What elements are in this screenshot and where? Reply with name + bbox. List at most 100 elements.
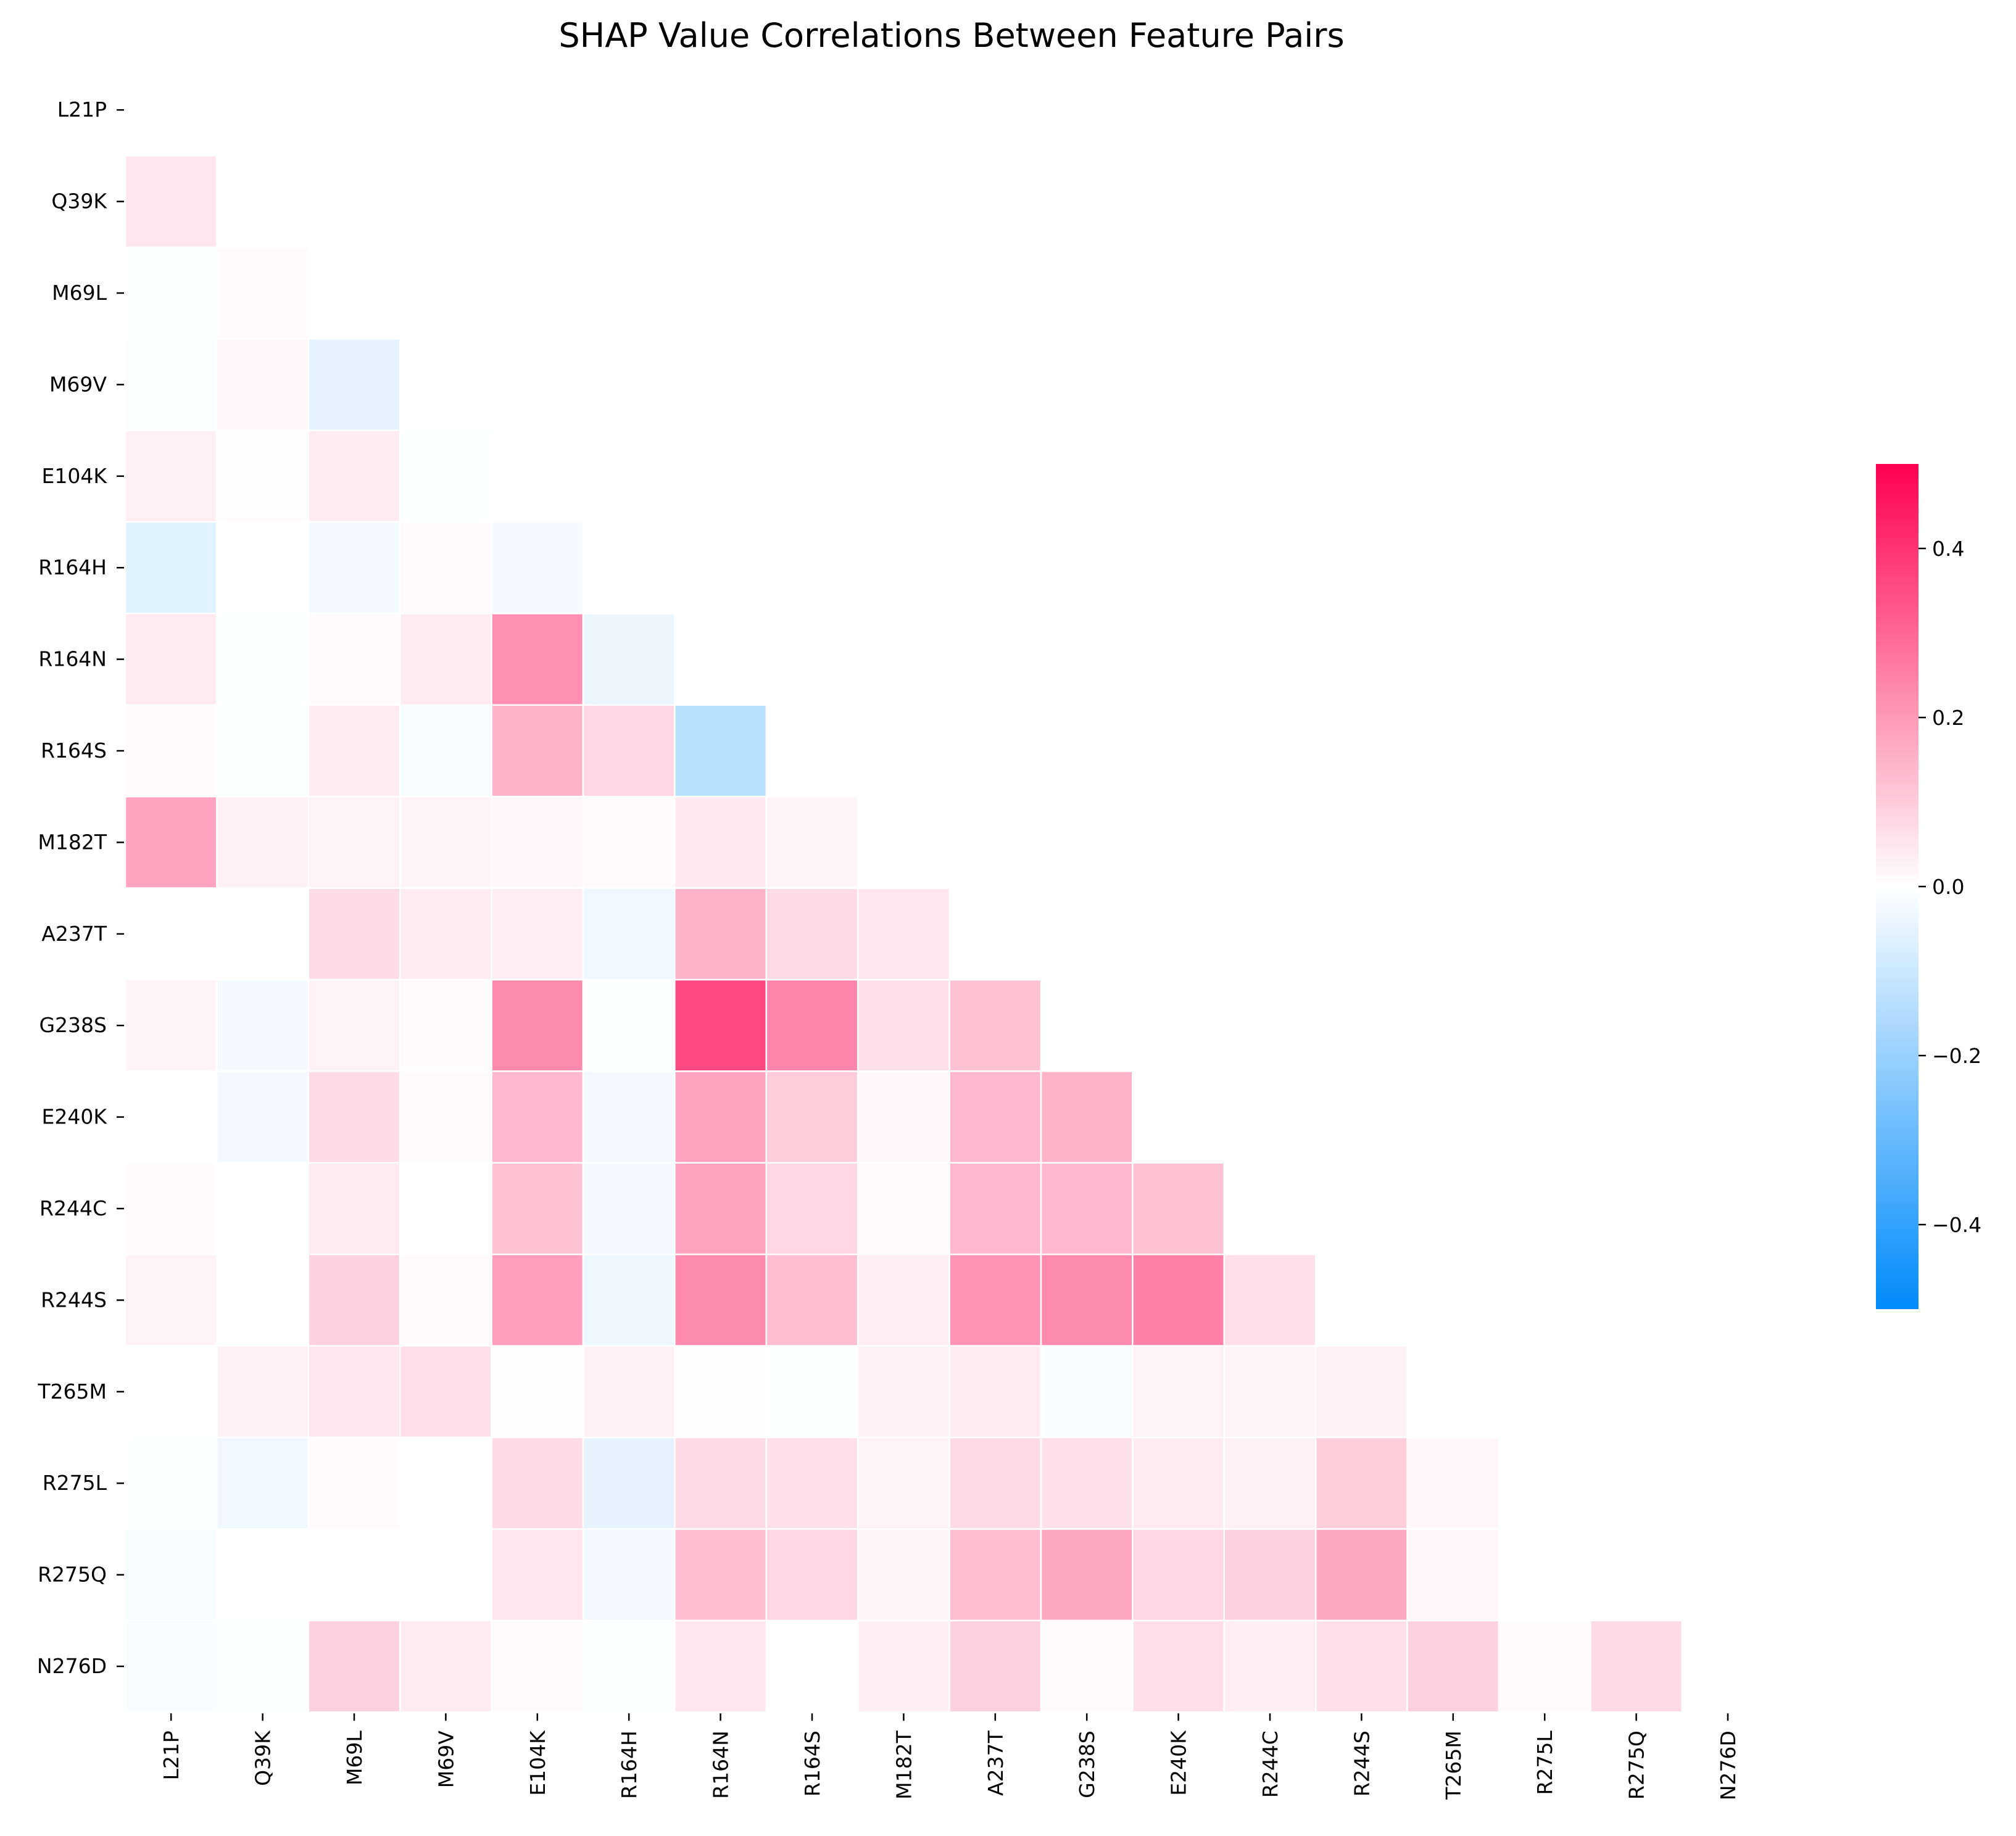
- heatmap-cell-A237T-E104K: [491, 887, 584, 981]
- heatmap-cell-N276D-T265M: [1406, 1619, 1500, 1713]
- heatmap-cell-T265M-M69L: [307, 1345, 401, 1439]
- heatmap-cell-R244S-L21P: [124, 1253, 218, 1347]
- x-tick-label-M69V: M69V: [434, 1731, 458, 1788]
- colorbar-tick-label: −0.2: [1932, 1044, 1981, 1068]
- heatmap-cell-N276D-G238S: [1040, 1619, 1134, 1713]
- heatmap-cell-A237T-R164H: [582, 887, 676, 981]
- heatmap-cell-T265M-R164N: [674, 1345, 768, 1439]
- heatmap-cell-E104K-Q39K: [216, 429, 310, 523]
- heatmap-cell-R244S-A237T: [948, 1253, 1042, 1347]
- heatmap-cell-T265M-E240K: [1132, 1345, 1226, 1439]
- heatmap-cell-R275L-R164H: [582, 1436, 676, 1530]
- heatmap-cell-R275L-R164N: [674, 1436, 768, 1530]
- heatmap-cell-A237T-M69V: [399, 887, 492, 981]
- heatmap-cell-T265M-A237T: [948, 1345, 1042, 1439]
- heatmap-cell-M69V-L21P: [124, 337, 218, 431]
- heatmap-cell-R244S-R164H: [582, 1253, 676, 1347]
- heatmap-cell-E104K-M69V: [399, 429, 492, 523]
- heatmap-cell-R244C-L21P: [124, 1162, 218, 1255]
- x-tick-label-R275Q: R275Q: [1625, 1731, 1649, 1800]
- y-tick-label-M69V: M69V: [49, 372, 107, 396]
- heatmap-cell-N276D-R275L: [1498, 1619, 1591, 1713]
- heatmap-cell-M182T-R164H: [582, 795, 676, 889]
- heatmap-cell-G238S-M69V: [399, 978, 492, 1072]
- heatmap-cell-R164N-Q39K: [216, 613, 310, 706]
- colorbar-ticks: 0.4 0.2 0.0 −0.2 −0.4: [1919, 537, 1981, 1237]
- heatmap-cell-T265M-M182T: [857, 1345, 950, 1439]
- heatmap-cell-R275L-T265M: [1406, 1436, 1500, 1530]
- heatmap-cell-R275Q-M182T: [857, 1528, 950, 1622]
- heatmap-cell-N276D-E104K: [491, 1619, 584, 1713]
- heatmap-cell-R244S-G238S: [1040, 1253, 1134, 1347]
- y-axis-ticks: L21P Q39K M69L M69V E104K R164H R164N R164S M182…: [37, 97, 124, 1678]
- heatmap-cell-E240K-E104K: [491, 1070, 584, 1164]
- heatmap-cell-T265M-R164H: [582, 1345, 676, 1439]
- heatmap-cell-E104K-M69L: [307, 429, 401, 523]
- heatmap-cell-R275Q-R164N: [674, 1528, 768, 1622]
- heatmap-cell-M182T-Q39K: [216, 795, 310, 889]
- y-tick-label-R275L: R275L: [43, 1471, 107, 1495]
- x-tick-label-R244S: R244S: [1350, 1731, 1374, 1797]
- heatmap-cell-R275L-E240K: [1132, 1436, 1226, 1530]
- heatmap-cell-R275L-M69L: [307, 1436, 401, 1530]
- heatmap-cell-R164S-M69L: [307, 704, 401, 798]
- heatmap-cell-R275Q-M69V: [399, 1528, 492, 1622]
- x-tick-label-N276D: N276D: [1716, 1731, 1740, 1800]
- y-tick-label-R164H: R164H: [38, 555, 107, 579]
- heatmap-cell-G238S-M182T: [857, 978, 950, 1072]
- heatmap-cell-E240K-Q39K: [216, 1070, 310, 1164]
- heatmap-cell-M69V-M69L: [307, 337, 401, 431]
- x-tick-label-R164H: R164H: [617, 1731, 641, 1799]
- heatmap-cell-R244C-R164S: [765, 1162, 859, 1255]
- heatmap-cell-R164H-M69V: [399, 521, 492, 614]
- heatmap-cell-A237T-L21P: [124, 887, 218, 981]
- heatmap-cell-R275L-G238S: [1040, 1436, 1134, 1530]
- heatmap-cell-R275L-A237T: [948, 1436, 1042, 1530]
- heatmap-cell-R164S-R164N: [674, 704, 768, 798]
- heatmap-cell-R244C-Q39K: [216, 1162, 310, 1255]
- heatmap-cell-R164H-L21P: [124, 521, 218, 614]
- heatmap-cell-R244S-R164S: [765, 1253, 859, 1347]
- y-tick-label-M69L: M69L: [52, 281, 107, 305]
- heatmap-cell-R164H-Q39K: [216, 521, 310, 614]
- y-tick-label-E240K: E240K: [42, 1105, 108, 1129]
- heatmap-cell-M69V-Q39K: [216, 337, 310, 431]
- x-tick-label-R164N: R164N: [709, 1731, 733, 1799]
- heatmap-cell-R244C-M69L: [307, 1162, 401, 1255]
- heatmap-cell-E240K-R164N: [674, 1070, 768, 1164]
- x-tick-label-R275L: R275L: [1533, 1731, 1557, 1795]
- heatmap-cell-E240K-G238S: [1040, 1070, 1134, 1164]
- heatmap-cell-M182T-L21P: [124, 795, 218, 889]
- y-tick-label-L21P: L21P: [57, 97, 107, 122]
- heatmap-cell-R275L-M182T: [857, 1436, 950, 1530]
- heatmap-cell-R275L-M69V: [399, 1436, 492, 1530]
- heatmap-cell-R244S-R244C: [1223, 1253, 1317, 1347]
- heatmap-cell-T265M-G238S: [1040, 1345, 1134, 1439]
- y-tick-label-T265M: T265M: [37, 1379, 107, 1404]
- heatmap-cell-E240K-M69L: [307, 1070, 401, 1164]
- heatmap-cell-N276D-M69V: [399, 1619, 492, 1713]
- x-tick-label-M182T: M182T: [892, 1730, 916, 1799]
- heatmap-cell-M182T-R164S: [765, 795, 859, 889]
- heatmap-cell-R244S-E240K: [1132, 1253, 1226, 1347]
- y-tick-label-R244C: R244C: [39, 1196, 107, 1220]
- heatmap-cell-R244C-E104K: [491, 1162, 584, 1255]
- heatmap-cell-R275L-R244C: [1223, 1436, 1317, 1530]
- heatmap-cell-R244C-M69V: [399, 1162, 492, 1255]
- heatmap-cell-R275L-L21P: [124, 1436, 218, 1530]
- heatmap-cell-N276D-R244C: [1223, 1619, 1317, 1713]
- heatmap-cell-R164N-L21P: [124, 613, 218, 706]
- heatmap-cell-G238S-R164H: [582, 978, 676, 1072]
- y-tick-label-R275Q: R275Q: [38, 1563, 107, 1587]
- colorbar-tick-label: 0.0: [1932, 875, 1964, 899]
- heatmap-cell-M69L-Q39K: [216, 246, 310, 340]
- heatmap-cell-R244C-E240K: [1132, 1162, 1226, 1255]
- heatmap-cell-T265M-E104K: [491, 1345, 584, 1439]
- heatmap-cell-R244S-M69V: [399, 1253, 492, 1347]
- heatmap-cell-R164H-E104K: [491, 521, 584, 614]
- heatmap-cell-R244C-R164H: [582, 1162, 676, 1255]
- heatmap-cell-R244S-E104K: [491, 1253, 584, 1347]
- heatmap-cell-N276D-A237T: [948, 1619, 1042, 1713]
- heatmap-cell-G238S-M69L: [307, 978, 401, 1072]
